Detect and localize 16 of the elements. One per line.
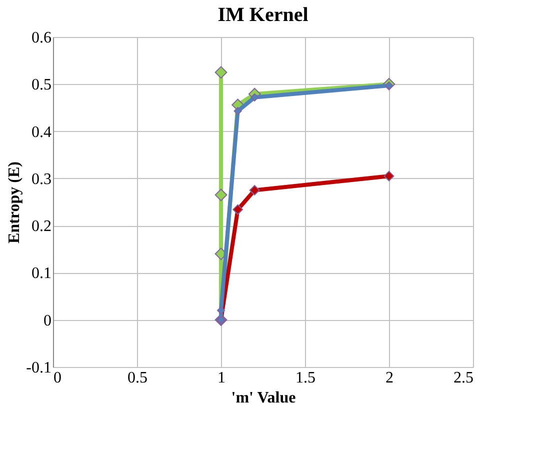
y-tick-label: 0.3 [32,170,52,188]
y-tick-label: 0.6 [32,30,52,46]
x-tick-label: 1 [218,370,226,386]
x-tick-label: 1.5 [296,370,316,386]
y-tick-label: -0.1 [26,360,52,376]
x-axis-title: 'm' Value [231,390,296,406]
y-axis-title: Entropy (E) [6,162,24,244]
y-tick-label: 0 [44,312,52,330]
x-tick-label: 2.5 [454,370,474,386]
x-tick-label: 0.5 [128,370,148,386]
y-tick-label: 0.4 [32,124,52,141]
y-tick-label: 0.5 [32,76,52,94]
x-tick-label: 2 [386,370,394,386]
y-tick-label: 0.2 [32,218,52,236]
chart-title: IM Kernel [218,4,309,26]
y-tick-label: 0.1 [32,265,52,282]
